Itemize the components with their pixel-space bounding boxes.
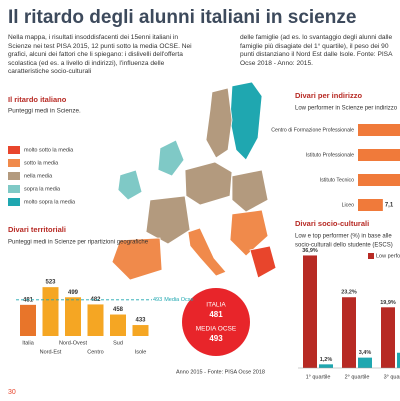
bar	[358, 174, 400, 186]
bar	[358, 149, 400, 161]
average-label: 493 Media Ocse	[153, 297, 194, 303]
page-number: 30	[8, 389, 16, 396]
title: Il ritardo degli alunni italiani in scie…	[8, 7, 356, 28]
bar	[132, 325, 149, 336]
category-label: Isole	[135, 349, 147, 355]
legend-label: nella media	[24, 173, 53, 179]
category-label: Sud	[113, 340, 123, 346]
category-label: Istituto Professionale	[306, 152, 354, 158]
badge	[182, 288, 250, 356]
badge-value: 481	[209, 310, 223, 319]
bar	[20, 304, 36, 336]
legend-swatch	[8, 172, 20, 180]
map-title: Il ritardo italiano	[8, 95, 67, 104]
category-label: 1° quartile	[306, 374, 331, 380]
bar-value: 7,1	[385, 203, 394, 209]
legend-swatch	[8, 185, 20, 193]
legend-swatch	[8, 198, 20, 206]
bar	[358, 199, 383, 211]
source: Anno 2015 - Fonte: PISA Ocse 2018	[176, 369, 265, 375]
badge-label: MEDIA OCSE	[196, 326, 237, 333]
socio-title: Divari socio-culturali	[295, 219, 369, 228]
map-subtitle: Punteggi medi in Scienze.	[8, 108, 81, 115]
map-region	[187, 227, 227, 277]
category-label: Nord-Ovest	[59, 340, 88, 346]
category-label: Nord-Est	[40, 349, 62, 355]
bar-value: 499	[68, 290, 79, 296]
map-region	[145, 195, 191, 245]
legend-label: molto sopra la media	[24, 199, 76, 205]
bar-value: 23,2%	[341, 290, 357, 296]
bar	[397, 352, 400, 368]
legend-swatch	[8, 159, 20, 167]
legend-label: sotto la media	[24, 160, 59, 166]
legend-label: Low perfor	[376, 253, 400, 259]
bar-value: 482	[90, 297, 101, 303]
intro-1: Nella mappa, i risultati insoddisfacenti…	[8, 34, 192, 76]
map-region	[249, 245, 277, 279]
map-region	[231, 169, 269, 213]
map-region	[205, 87, 233, 159]
map-region	[111, 237, 163, 281]
map-region	[229, 209, 269, 257]
legend-label: sopra la media	[24, 186, 61, 192]
badge-label: ITALIA	[206, 302, 226, 309]
map-region	[157, 139, 185, 177]
map	[111, 81, 277, 281]
map-region	[117, 169, 143, 201]
category-label: Centro	[87, 349, 104, 355]
intro-text-2: delle famiglie (ad es. lo svantaggio deg…	[240, 34, 393, 67]
map-region	[184, 161, 233, 206]
category-label: Liceo	[342, 202, 355, 208]
badge-value: 493	[209, 334, 223, 343]
category-label: Italia	[22, 340, 35, 346]
intro-2: delle famiglie (ad es. lo svantaggio deg…	[240, 34, 393, 67]
bar-value: 3,4%	[359, 350, 372, 356]
bar-value: 458	[113, 307, 124, 313]
legend-swatch	[368, 253, 374, 259]
socio-subtitle: Low e top performer (%) in base alle	[295, 234, 392, 240]
legend-label: molto sotto la media	[24, 147, 74, 153]
category-label: 3° quartile	[384, 374, 400, 380]
bar	[42, 287, 59, 336]
territorial-subtitle: Punteggi medi in Scienze per ripartizion…	[8, 240, 149, 246]
bar-value: 523	[45, 280, 56, 286]
bar	[303, 255, 317, 368]
bar	[110, 314, 126, 336]
average-text: Media Ocse	[164, 297, 193, 303]
map-region	[229, 81, 263, 161]
bar-value: 1,2%	[320, 357, 333, 363]
socio-subtitle: socio-culturali dello studente (ESCS)	[295, 243, 393, 249]
bar-value: 19,9%	[380, 300, 396, 306]
category-label: 2° quartile	[345, 374, 370, 380]
bar	[65, 297, 81, 336]
tracks-subtitle: Low performer in Scienze per indirizzo	[295, 106, 398, 112]
average-value: 493	[153, 297, 162, 303]
bar	[319, 364, 333, 368]
intro-text-1: Nella mappa, i risultati insoddisfacenti…	[8, 34, 192, 76]
bar	[381, 307, 395, 368]
bar-value: 36,9%	[302, 248, 318, 254]
bar	[358, 357, 372, 368]
bar	[87, 304, 104, 336]
bar	[358, 124, 400, 136]
tracks-title: Divari per indirizzo	[295, 91, 363, 100]
bar	[342, 297, 356, 368]
bar-value: 481	[23, 297, 34, 303]
territorial-title: Divari territoriali	[8, 225, 66, 234]
legend-swatch	[8, 146, 20, 154]
bar-value: 433	[135, 318, 146, 324]
category-label: Istituto Tecnico	[320, 177, 354, 183]
category-label: Centro di Formazione Professionale	[271, 127, 354, 133]
